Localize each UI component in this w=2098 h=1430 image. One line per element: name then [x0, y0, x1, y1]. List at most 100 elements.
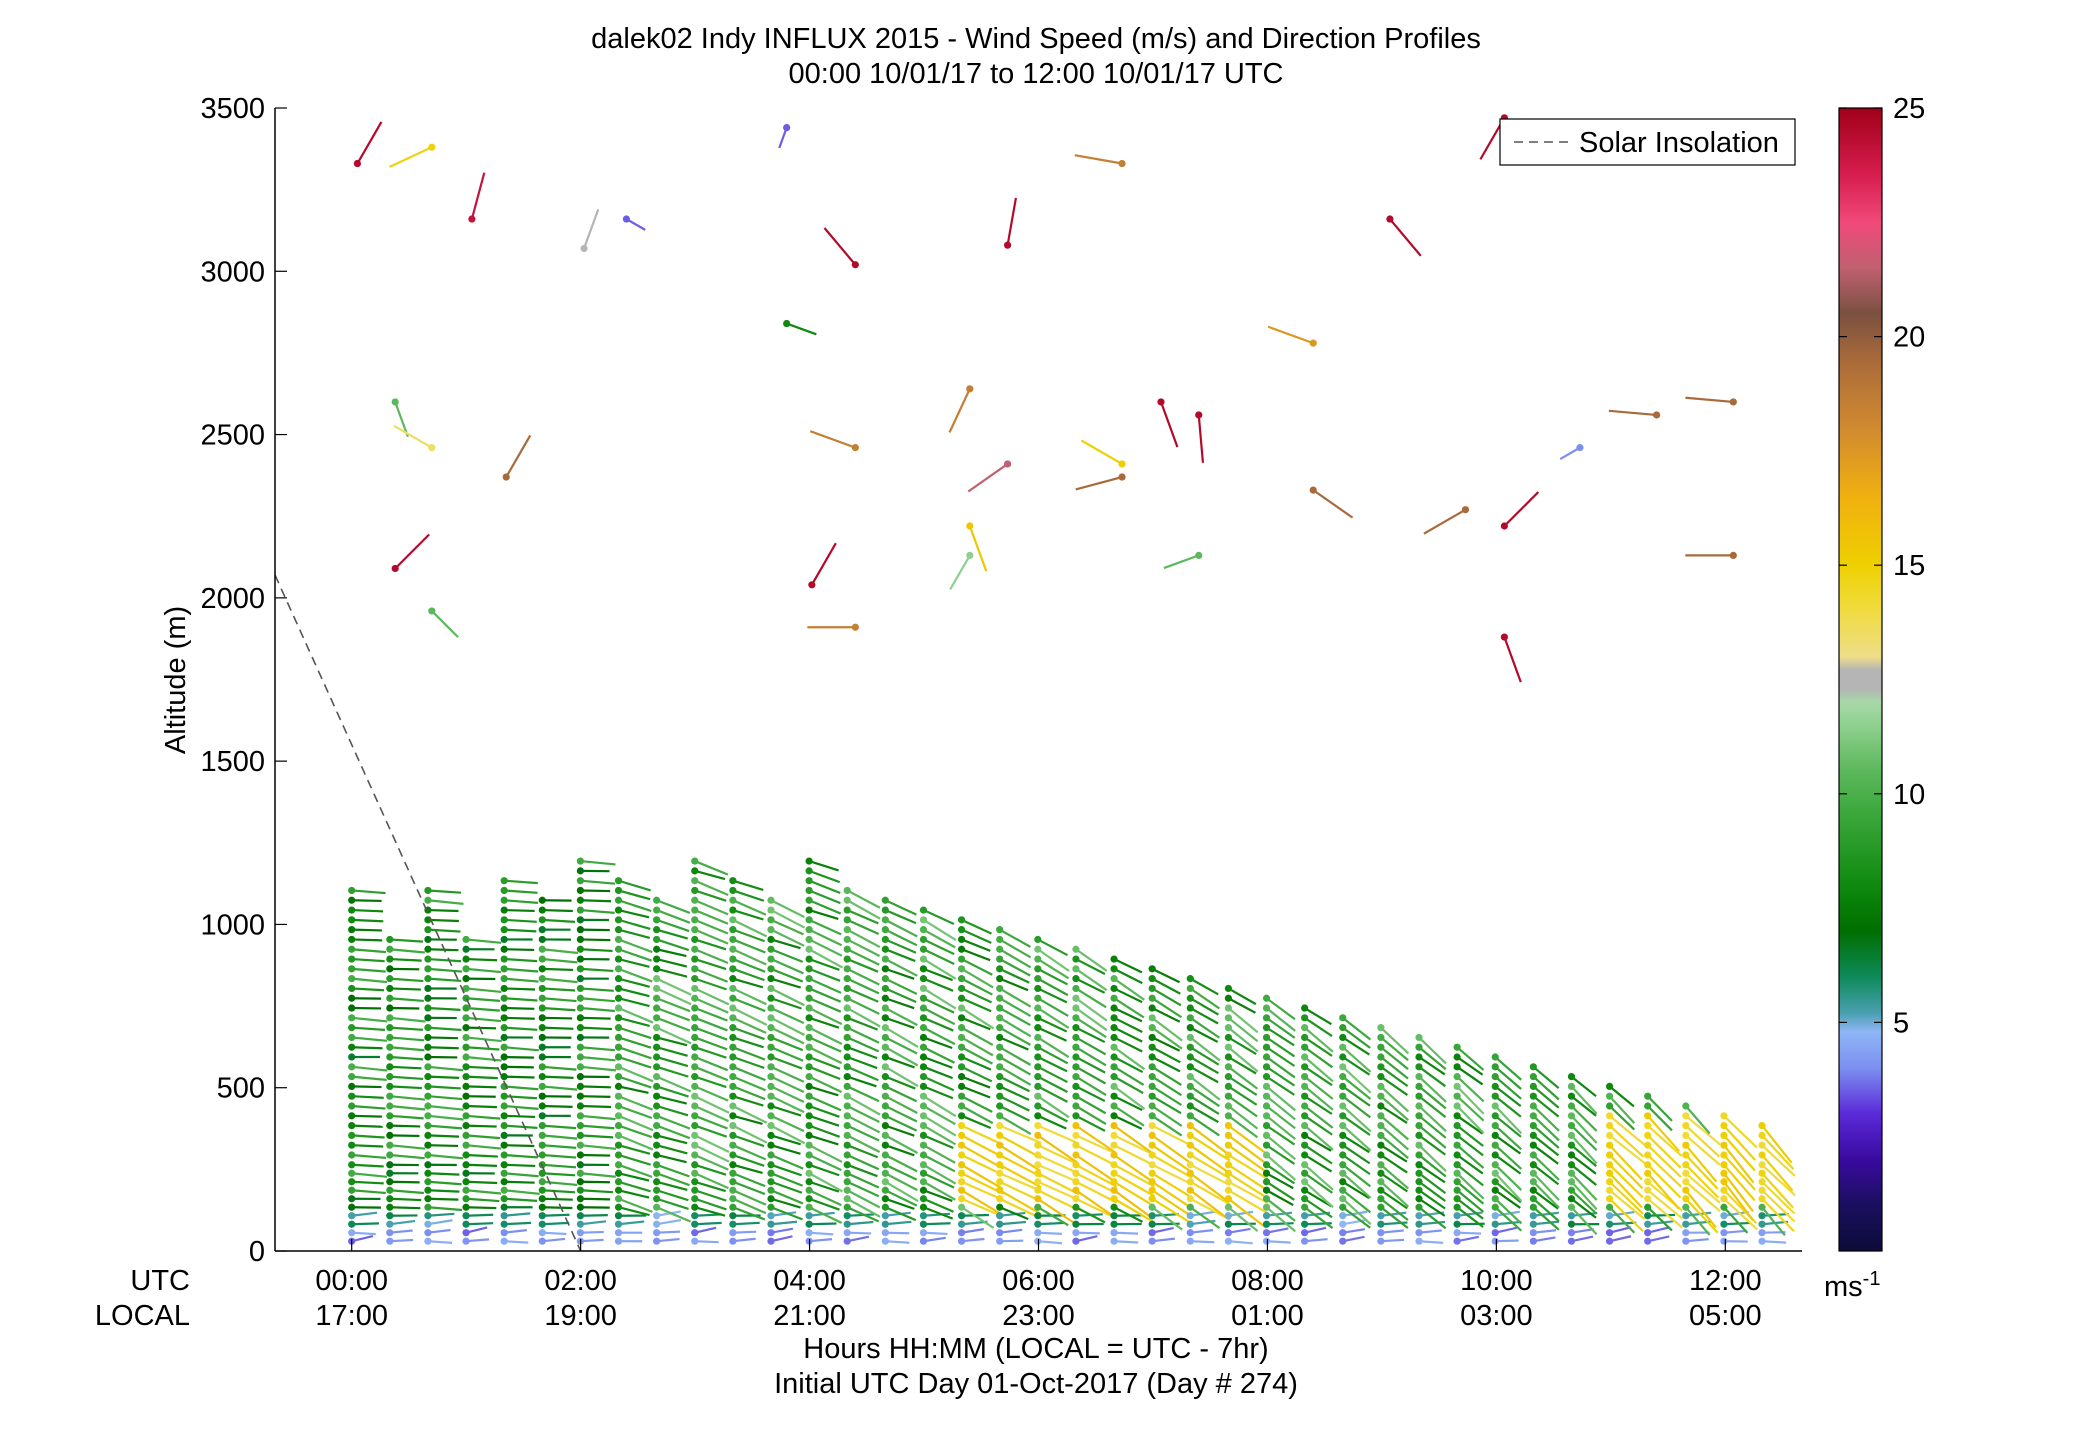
profile-barb-point	[539, 936, 546, 943]
profile-barb-point	[806, 1024, 813, 1031]
profile-barb-point	[767, 1204, 774, 1211]
profile-barb-point	[1187, 1073, 1194, 1080]
profile-barb-point	[539, 1073, 546, 1080]
y-tick-label: 500	[217, 1073, 265, 1105]
profile-barb-point	[501, 1142, 508, 1149]
profile-barb-point	[806, 1063, 813, 1070]
profile-barb-point	[1415, 1238, 1422, 1245]
profile-barb-point	[882, 897, 889, 904]
profile-barb-point	[806, 975, 813, 982]
profile-barb-point	[729, 955, 736, 962]
profile-barb-point	[729, 1004, 736, 1011]
profile-barb-point	[615, 1178, 622, 1185]
profile-barb-point	[882, 955, 889, 962]
profile-barb-point	[1720, 1170, 1727, 1177]
profile-barb-stem	[504, 1145, 534, 1146]
profile-barb-point	[539, 1083, 546, 1090]
profile-barb-point	[806, 946, 813, 953]
profile-barb-point	[1110, 1102, 1117, 1109]
profile-barb-point	[958, 1195, 965, 1202]
profile-barb-stem	[466, 1096, 496, 1097]
profile-barb-point	[577, 906, 584, 913]
profile-barb-point	[653, 1004, 660, 1011]
profile-barb-point	[615, 995, 622, 1002]
profile-barb-point	[386, 1053, 393, 1060]
profile-barb-point	[653, 1024, 660, 1031]
x-tick-label-utc: 10:00	[1460, 1265, 1533, 1297]
profile-barb-point	[348, 955, 355, 962]
profile-barb-point	[501, 916, 508, 923]
profile-barb-point	[1034, 1053, 1041, 1060]
profile-barb-point	[1149, 1142, 1156, 1149]
profile-barb-point	[1072, 955, 1079, 962]
profile-barb-point	[767, 995, 774, 1002]
profile-barb-point	[1682, 1212, 1689, 1219]
profile-barb-point	[577, 965, 584, 972]
profile-barb-point	[348, 965, 355, 972]
profile-barb-stem	[504, 988, 535, 989]
profile-barb-stem	[809, 1223, 836, 1224]
profile-barb-point	[958, 1151, 965, 1158]
profile-barb-point	[958, 1083, 965, 1090]
upper-barb-point	[1576, 444, 1583, 451]
profile-barb-point	[882, 916, 889, 923]
profile-barb-point	[424, 1195, 431, 1202]
y-tick-label: 3000	[200, 256, 265, 288]
profile-barb-point	[1301, 1142, 1308, 1149]
profile-barb-point	[1606, 1178, 1613, 1185]
profile-barb-point	[1187, 1229, 1194, 1236]
profile-barb-point	[806, 1093, 813, 1100]
profile-barb-point	[1530, 1142, 1537, 1149]
profile-barb-point	[806, 926, 813, 933]
profile-barb-point	[920, 946, 927, 953]
profile-barb-point	[615, 926, 622, 933]
profile-barb-point	[1110, 1142, 1117, 1149]
profile-barb-point	[615, 1238, 622, 1245]
profile-barb-point	[1301, 1132, 1308, 1139]
profile-barb-point	[462, 1063, 469, 1070]
profile-barb-point	[729, 1221, 736, 1228]
profile-barb-point	[1149, 1053, 1156, 1060]
profile-barb-point	[729, 1112, 736, 1119]
profile-barb-point	[386, 1142, 393, 1149]
profile-barb-point	[691, 1083, 698, 1090]
profile-barb-point	[1110, 1187, 1117, 1194]
profile-barb-point	[1644, 1212, 1651, 1219]
profile-barb-point	[1758, 1221, 1765, 1228]
profile-barb-point	[501, 1187, 508, 1194]
profile-barb-point	[539, 1170, 546, 1177]
profile-barb-point	[577, 975, 584, 982]
profile-barb-point	[691, 1178, 698, 1185]
profile-barb-point	[1149, 965, 1156, 972]
profile-barb-point	[1187, 1102, 1194, 1109]
profile-barb-point	[348, 897, 355, 904]
profile-barb-point	[577, 1204, 584, 1211]
profile-barb-point	[615, 906, 622, 913]
profile-barb-point	[424, 1122, 431, 1129]
profile-barb-stem	[504, 1008, 534, 1009]
profile-barb-point	[1110, 1161, 1117, 1168]
profile-barb-point	[501, 1053, 508, 1060]
profile-barb-point	[615, 946, 622, 953]
profile-barb-point	[1530, 1151, 1537, 1158]
profile-barb-point	[806, 985, 813, 992]
profile-barb-point	[1377, 1073, 1384, 1080]
profile-barb-point	[615, 1073, 622, 1080]
profile-barb-point	[729, 1195, 736, 1202]
profile-barb-point	[1415, 1122, 1422, 1129]
profile-barb-point	[767, 1221, 774, 1228]
profile-barb-point	[691, 1122, 698, 1129]
profile-barb-point	[767, 1195, 774, 1202]
profile-barb-point	[1644, 1178, 1651, 1185]
profile-barb-point	[691, 1102, 698, 1109]
profile-barb-point	[577, 857, 584, 864]
profile-barb-point	[996, 1229, 1003, 1236]
profile-barb-point	[1568, 1204, 1575, 1211]
profile-barb-point	[1568, 1195, 1575, 1202]
profile-barb-point	[424, 1132, 431, 1139]
profile-barb-point	[1034, 936, 1041, 943]
profile-barb-point	[1034, 1044, 1041, 1051]
profile-barb-point	[348, 995, 355, 1002]
profile-barb-point	[920, 1063, 927, 1070]
